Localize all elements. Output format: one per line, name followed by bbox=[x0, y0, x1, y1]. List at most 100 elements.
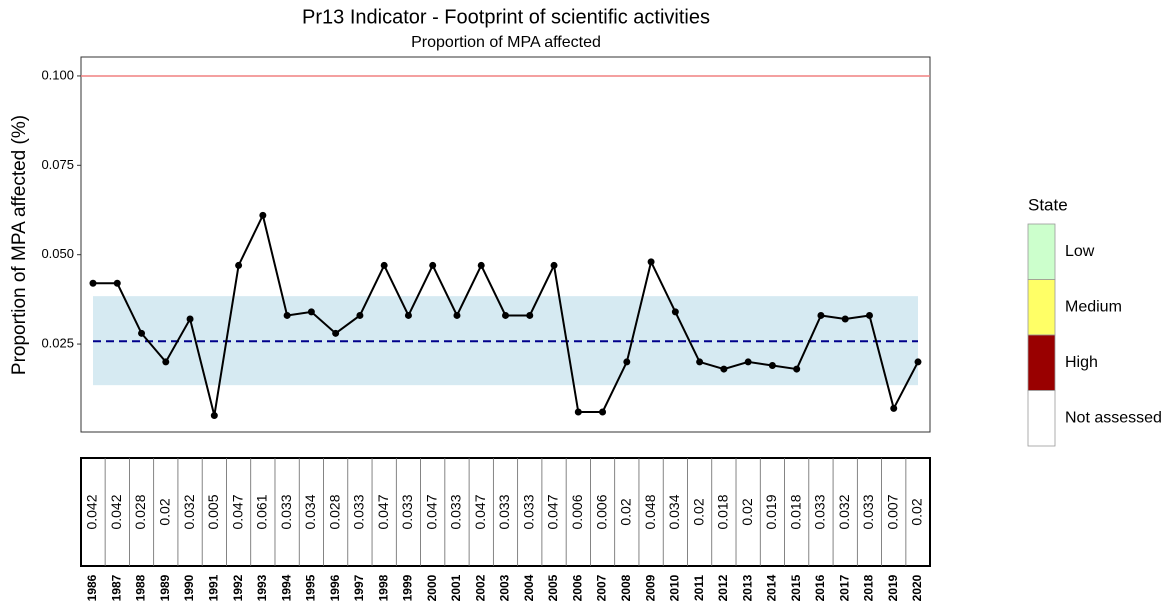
x-tick-label: 2001 bbox=[449, 574, 463, 601]
data-point bbox=[599, 408, 607, 416]
x-tick-label: 2005 bbox=[546, 574, 560, 601]
x-tick-label: 2014 bbox=[765, 574, 779, 601]
x-tick-label: 2019 bbox=[886, 574, 900, 601]
y-tick-label: 0.050 bbox=[41, 246, 74, 261]
x-tick-label: 2006 bbox=[570, 574, 584, 601]
table-value: 0.018 bbox=[787, 494, 803, 529]
x-tick-label: 2012 bbox=[716, 574, 730, 601]
table-value: 0.033 bbox=[448, 494, 464, 529]
table-value: 0.048 bbox=[642, 494, 658, 529]
data-point bbox=[259, 211, 267, 219]
data-point bbox=[332, 329, 340, 337]
table-value: 0.018 bbox=[715, 494, 731, 529]
table-value: 0.047 bbox=[375, 494, 391, 529]
data-point bbox=[162, 358, 170, 366]
data-point bbox=[696, 358, 704, 366]
data-point bbox=[865, 311, 873, 319]
data-point bbox=[429, 261, 437, 269]
table-value: 0.047 bbox=[545, 494, 561, 529]
x-tick-label: 1990 bbox=[182, 574, 196, 601]
table-value: 0.028 bbox=[132, 494, 148, 529]
data-point bbox=[671, 308, 679, 316]
x-tick-label: 2017 bbox=[837, 574, 851, 601]
data-point bbox=[817, 311, 825, 319]
x-tick-label: 2015 bbox=[789, 574, 803, 601]
table-value: 0.02 bbox=[739, 498, 755, 525]
y-tick-label: 0.025 bbox=[41, 335, 74, 350]
x-tick-label: 1992 bbox=[231, 574, 245, 601]
table-value: 0.02 bbox=[156, 498, 172, 525]
data-point bbox=[720, 365, 728, 373]
table-value: 0.047 bbox=[229, 494, 245, 529]
legend-swatch bbox=[1027, 223, 1056, 280]
chart-title: Pr13 Indicator - Footprint of scientific… bbox=[302, 6, 710, 28]
x-tick-label: 2007 bbox=[595, 574, 609, 601]
table-value: 0.033 bbox=[860, 494, 876, 529]
data-point bbox=[283, 311, 291, 319]
x-tick-label: 2004 bbox=[522, 574, 536, 601]
legend-swatch bbox=[1027, 334, 1056, 391]
table-value: 0.02 bbox=[618, 498, 634, 525]
data-point bbox=[914, 358, 922, 366]
x-tick-label: 2000 bbox=[425, 574, 439, 601]
table-value: 0.006 bbox=[593, 494, 609, 529]
data-point bbox=[453, 311, 461, 319]
x-tick-label: 1995 bbox=[304, 574, 318, 601]
table-value: 0.042 bbox=[108, 494, 124, 529]
data-point bbox=[768, 362, 776, 370]
data-point bbox=[138, 329, 146, 337]
x-tick-label: 1987 bbox=[109, 574, 123, 601]
y-tick-label: 0.075 bbox=[41, 157, 74, 172]
table-frame bbox=[80, 457, 931, 567]
table-value: 0.033 bbox=[496, 494, 512, 529]
table-value: 0.042 bbox=[84, 494, 100, 529]
table-value: 0.005 bbox=[205, 494, 221, 529]
data-point bbox=[744, 358, 752, 366]
data-point bbox=[647, 258, 655, 266]
table-value: 0.028 bbox=[326, 494, 342, 529]
legend-title: State bbox=[1028, 195, 1068, 214]
x-tick-label: 1988 bbox=[134, 574, 148, 601]
x-tick-label: 1994 bbox=[279, 574, 293, 601]
x-tick-label: 2018 bbox=[862, 574, 876, 601]
data-point bbox=[186, 315, 194, 323]
data-point bbox=[841, 315, 849, 323]
x-tick-label: 2013 bbox=[740, 574, 754, 601]
data-point bbox=[502, 311, 509, 319]
legend-swatch bbox=[1027, 279, 1056, 336]
x-tick-label: 2008 bbox=[619, 574, 633, 601]
table-value: 0.047 bbox=[423, 494, 439, 529]
table-value: 0.033 bbox=[351, 494, 367, 529]
chart-subtitle: Proportion of MPA affected bbox=[411, 34, 601, 51]
table-value: 0.006 bbox=[569, 494, 585, 529]
table-value: 0.02 bbox=[690, 498, 706, 525]
table-value: 0.033 bbox=[278, 494, 294, 529]
legend-label: Medium bbox=[1065, 299, 1122, 316]
table-value: 0.007 bbox=[884, 494, 900, 529]
data-point bbox=[550, 261, 558, 269]
table-value: 0.033 bbox=[399, 494, 415, 529]
table-value: 0.061 bbox=[254, 494, 270, 529]
table-value: 0.033 bbox=[812, 494, 828, 529]
x-tick-label: 1991 bbox=[206, 574, 220, 601]
x-tick-label: 1989 bbox=[158, 574, 172, 601]
x-tick-label: 2016 bbox=[813, 574, 827, 601]
table-value: 0.047 bbox=[472, 494, 488, 529]
table-value: 0.02 bbox=[909, 498, 925, 525]
table-value: 0.032 bbox=[181, 494, 197, 529]
data-point bbox=[235, 261, 243, 269]
data-point bbox=[113, 279, 121, 287]
x-tick-label: 2010 bbox=[668, 574, 682, 601]
x-tick-label: 1993 bbox=[255, 574, 269, 601]
x-tick-label: 2002 bbox=[473, 574, 487, 601]
x-tick-label: 1997 bbox=[352, 574, 366, 601]
legend-swatch bbox=[1027, 390, 1056, 447]
data-point bbox=[890, 404, 898, 412]
plot-frame bbox=[80, 56, 931, 433]
table-value: 0.034 bbox=[302, 494, 318, 529]
data-point bbox=[477, 261, 485, 269]
table-value: 0.034 bbox=[666, 494, 682, 529]
data-point bbox=[526, 311, 534, 319]
legend-label: High bbox=[1065, 354, 1098, 371]
x-tick-label: 1996 bbox=[328, 574, 342, 601]
